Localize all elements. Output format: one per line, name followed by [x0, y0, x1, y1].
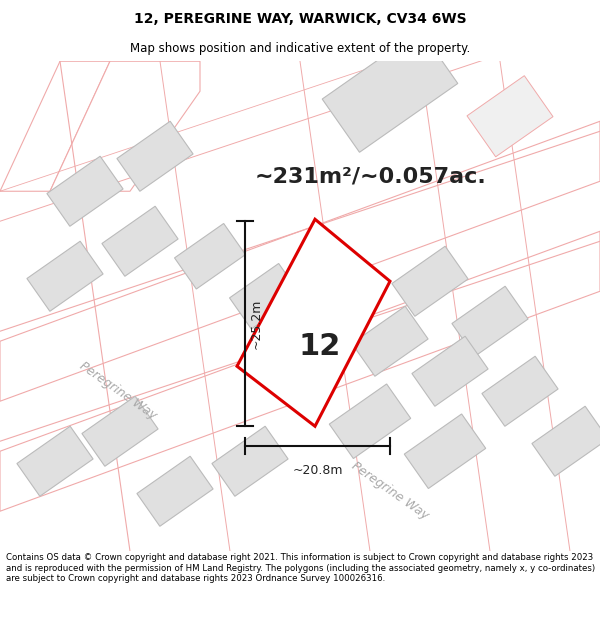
Polygon shape — [412, 336, 488, 406]
Text: Peregrine Way: Peregrine Way — [349, 460, 431, 522]
Polygon shape — [102, 206, 178, 276]
Polygon shape — [452, 286, 528, 356]
Text: Contains OS data © Crown copyright and database right 2021. This information is : Contains OS data © Crown copyright and d… — [6, 553, 595, 583]
Polygon shape — [50, 61, 200, 191]
Polygon shape — [137, 456, 213, 526]
Polygon shape — [17, 426, 93, 496]
Polygon shape — [0, 121, 600, 401]
Text: ~20.8m: ~20.8m — [292, 464, 343, 478]
Text: 12: 12 — [299, 332, 341, 361]
Polygon shape — [117, 121, 193, 191]
Text: Map shows position and indicative extent of the property.: Map shows position and indicative extent… — [130, 41, 470, 54]
Polygon shape — [392, 246, 468, 316]
Polygon shape — [175, 224, 245, 289]
Polygon shape — [27, 241, 103, 311]
Polygon shape — [482, 356, 558, 426]
Text: 12, PEREGRINE WAY, WARWICK, CV34 6WS: 12, PEREGRINE WAY, WARWICK, CV34 6WS — [134, 12, 466, 26]
Polygon shape — [82, 396, 158, 466]
Polygon shape — [329, 384, 411, 459]
Text: ~231m²/~0.057ac.: ~231m²/~0.057ac. — [255, 166, 487, 186]
Polygon shape — [404, 414, 486, 489]
Polygon shape — [212, 426, 288, 496]
Polygon shape — [0, 231, 600, 511]
Polygon shape — [237, 219, 390, 426]
Text: ~25.2m: ~25.2m — [250, 299, 263, 349]
Polygon shape — [532, 406, 600, 476]
Polygon shape — [322, 30, 458, 152]
Polygon shape — [230, 264, 301, 329]
Polygon shape — [467, 76, 553, 157]
Polygon shape — [352, 306, 428, 376]
Polygon shape — [0, 61, 110, 191]
Text: Peregrine Way: Peregrine Way — [77, 360, 159, 423]
Polygon shape — [47, 156, 123, 226]
